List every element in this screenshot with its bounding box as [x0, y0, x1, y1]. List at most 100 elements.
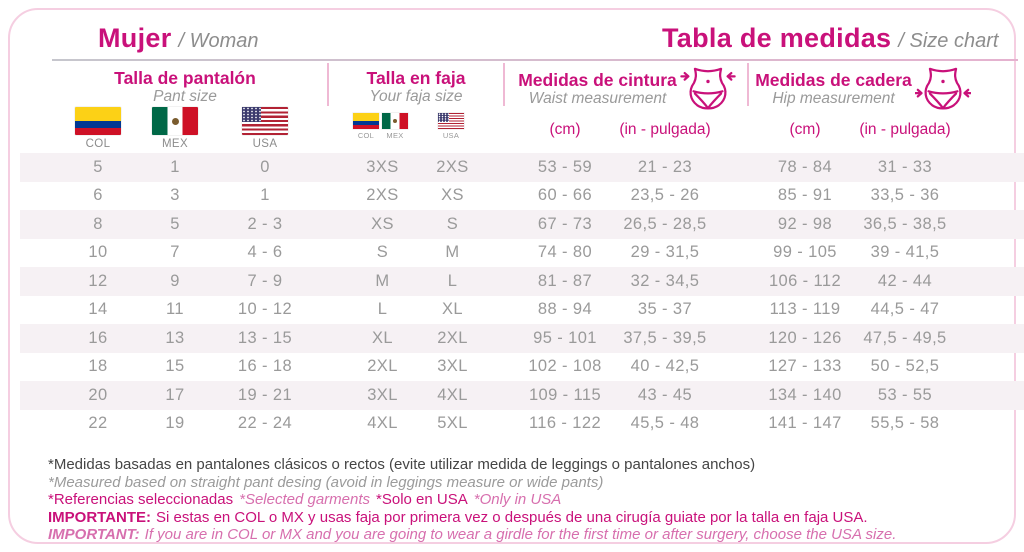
faja-flag-mexico: MEX	[382, 113, 408, 140]
page-title-left: Mujer / Woman	[98, 23, 259, 54]
mexico-flag-icon	[152, 107, 198, 135]
group-header-waist: Medidas de cintura Waist measurement	[508, 66, 746, 110]
cell-faja-col-mex: 3XS	[366, 157, 399, 176]
cell-pant-mex: 1	[170, 157, 180, 176]
hip-unit-cm: (cm)	[789, 121, 821, 138]
note-measured-es: *Medidas basadas en pantalones clásicos …	[48, 456, 756, 473]
cell-pant-col: 14	[88, 300, 108, 319]
cell-waist-cm: 102 - 108	[528, 357, 602, 376]
cell-faja-usa: 2XL	[437, 328, 468, 347]
cell-pant-usa: 16 - 18	[237, 357, 293, 376]
pant-flag-usa: USA	[242, 107, 288, 150]
note-importante-label: IMPORTANTE:	[48, 508, 152, 526]
cell-hip-in: 44,5 - 47	[870, 300, 940, 319]
cell-pant-usa: 0	[260, 157, 270, 176]
cell-pant-usa: 1	[260, 186, 270, 205]
title-woman: / Woman	[178, 30, 259, 52]
cell-pant-mex: 13	[165, 328, 185, 347]
usa-flag-icon	[438, 113, 464, 129]
cell-pant-mex: 3	[170, 186, 180, 205]
cell-pant-usa: 10 - 12	[237, 300, 293, 319]
cell-waist-in: 43 - 45	[637, 385, 693, 404]
faja-size-title-en: Your faja size	[369, 88, 463, 105]
group-header-hip: Medidas de cadera Hip measurement	[750, 66, 976, 110]
cell-waist-in: 37,5 - 39,5	[623, 328, 707, 347]
cell-pant-col: 5	[93, 157, 103, 176]
cell-pant-mex: 5	[170, 214, 180, 233]
waist-title-es: Medidas de cintura	[518, 70, 677, 90]
cell-faja-usa: 4XL	[437, 385, 468, 404]
note-important-label: IMPORTANT:	[48, 526, 140, 544]
title-mujer: Mujer	[98, 23, 172, 53]
cell-pant-col: 6	[93, 186, 103, 205]
cell-waist-in: 40 - 42,5	[630, 357, 700, 376]
waist-title-en: Waist measurement	[528, 90, 667, 107]
cell-hip-cm: 92 - 98	[777, 214, 833, 233]
cell-hip-in: 36,5 - 38,5	[863, 214, 947, 233]
note-importante: IMPORTANTE: Si estas en COL o MX y usas f…	[48, 509, 896, 527]
cell-faja-usa: S	[446, 214, 459, 233]
cell-pant-mex: 7	[170, 243, 180, 262]
note-ref-es: *Referencias seleccionadas	[48, 491, 234, 509]
title-size-chart: / Size chart	[898, 30, 999, 52]
cell-hip-in: 31 - 33	[877, 157, 933, 176]
mexico-flag-icon	[382, 113, 408, 129]
header-divider	[52, 59, 1018, 61]
title-tabla-de-medidas: Tabla de medidas	[662, 23, 892, 53]
pant-flag-colombia: COL	[75, 107, 121, 150]
cell-waist-cm: 74 - 80	[537, 243, 593, 262]
cell-pant-mex: 15	[165, 357, 185, 376]
cell-hip-cm: 78 - 84	[777, 157, 833, 176]
table-row: 20 17 19 - 21 3XL 4XL 109 - 115 43 - 45 134 - 1…	[20, 381, 1024, 410]
note-importante-text: Si estas en COL o MX y usas faja por pri…	[156, 508, 868, 526]
cell-hip-cm: 99 - 105	[773, 243, 837, 262]
cell-hip-cm: 85 - 91	[777, 186, 833, 205]
cell-waist-cm: 53 - 59	[537, 157, 593, 176]
cell-hip-cm: 113 - 119	[769, 300, 841, 319]
cell-hip-in: 53 - 55	[877, 385, 933, 404]
cell-faja-col-mex: 4XL	[367, 414, 398, 433]
size-chart-card: Mujer / Woman Tabla de medidas / Size ch…	[8, 8, 1024, 544]
cell-pant-col: 10	[88, 243, 108, 262]
cell-pant-usa: 19 - 21	[237, 385, 293, 404]
waist-unit-inches: (in - pulgada)	[619, 121, 711, 138]
cell-faja-col-mex: S	[376, 243, 389, 262]
cell-hip-cm: 127 - 133	[768, 357, 842, 376]
cell-waist-in: 35 - 37	[637, 300, 693, 319]
flag-label-col: COL	[85, 138, 111, 150]
faja-flag-colombia: COL	[353, 113, 379, 140]
table-row: 6 3 1 2XS XS 60 - 66 23,5 - 26 85 - 91 33,5 - 36	[20, 182, 1024, 211]
hip-unit-inches: (in - pulgada)	[859, 121, 951, 138]
column-divider-3	[747, 63, 749, 106]
cell-faja-col-mex: XS	[371, 214, 394, 233]
cell-waist-in: 45,5 - 48	[630, 414, 700, 433]
faja-size-title-es: Talla en faja	[366, 68, 466, 88]
flag-label-usa: USA	[252, 138, 278, 150]
cell-faja-usa: L	[447, 271, 458, 290]
usa-flag-icon	[242, 107, 288, 135]
column-divider-2	[503, 63, 505, 106]
cell-hip-cm: 141 - 147	[768, 414, 842, 433]
cell-pant-col: 8	[93, 214, 103, 233]
cell-pant-usa: 7 - 9	[247, 271, 283, 290]
cell-faja-usa: 3XL	[437, 357, 468, 376]
table-row: 22 19 22 - 24 4XL 5XL 116 - 122 45,5 - 48 141 -…	[20, 410, 1024, 439]
cell-waist-cm: 109 - 115	[528, 385, 602, 404]
flag-label-mex: MEX	[161, 138, 189, 150]
cell-pant-col: 20	[88, 385, 108, 404]
cell-hip-in: 39 - 41,5	[870, 243, 940, 262]
cell-waist-cm: 67 - 73	[537, 214, 593, 233]
cell-hip-cm: 106 - 112	[768, 271, 842, 290]
cell-hip-in: 42 - 44	[877, 271, 933, 290]
cell-pant-usa: 13 - 15	[237, 328, 293, 347]
cell-pant-mex: 17	[165, 385, 185, 404]
table-row: 12 9 7 - 9 M L 81 - 87 32 - 34,5 106 - 112 42 - …	[20, 267, 1024, 296]
cell-hip-in: 47,5 - 49,5	[863, 328, 947, 347]
cell-waist-in: 29 - 31,5	[630, 243, 700, 262]
cell-waist-cm: 88 - 94	[537, 300, 593, 319]
cell-faja-col-mex: M	[375, 271, 390, 290]
column-divider-1	[327, 63, 329, 106]
pant-flag-mexico: MEX	[152, 107, 198, 150]
note-references: *Referencias seleccionadas *Selected garm…	[48, 491, 896, 509]
